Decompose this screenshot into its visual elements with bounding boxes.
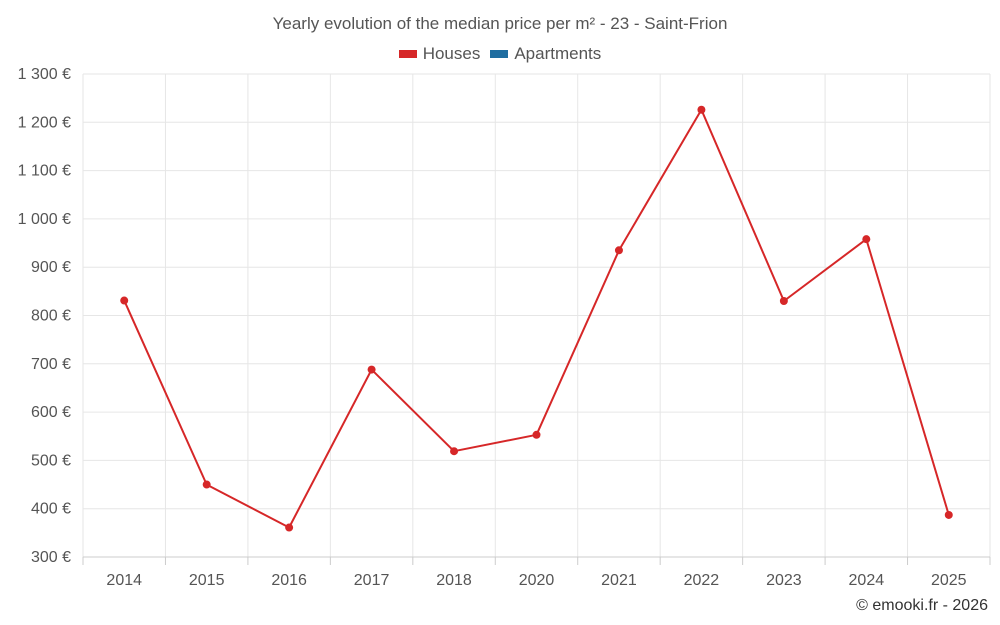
y-tick-label: 600 €: [31, 404, 71, 421]
data-point-houses[interactable]: [202, 480, 211, 489]
x-tick-label: 2016: [271, 572, 307, 589]
y-tick-label: 900 €: [31, 259, 71, 276]
y-tick-label: 300 €: [31, 549, 71, 566]
credit-text: © emooki.fr - 2026: [856, 597, 988, 614]
legend-label-apartments: Apartments: [514, 44, 602, 63]
chart-legend: Houses Apartments: [0, 44, 1000, 64]
legend-swatch-apartments: [490, 50, 509, 58]
x-tick-label: 2015: [189, 572, 225, 589]
data-point-houses[interactable]: [862, 235, 871, 244]
y-tick-label: 700 €: [31, 356, 71, 373]
x-tick-label: 2014: [106, 572, 142, 589]
x-tick-label: 2024: [849, 572, 885, 589]
data-point-houses[interactable]: [450, 447, 459, 456]
x-tick-label: 2025: [931, 572, 967, 589]
x-tick-label: 2017: [354, 572, 390, 589]
y-tick-label: 800 €: [31, 308, 71, 325]
x-tick-label: 2022: [684, 572, 720, 589]
x-tick-label: 2021: [601, 572, 637, 589]
grid-layer: [82, 73, 991, 558]
data-point-houses[interactable]: [367, 365, 376, 374]
x-tick-label: 2020: [519, 572, 555, 589]
y-tick-label: 500 €: [31, 452, 71, 469]
y-tick-label: 1 100 €: [18, 163, 71, 180]
chart-title: Yearly evolution of the median price per…: [272, 14, 728, 33]
legend-item-apartments[interactable]: Apartments: [490, 44, 601, 64]
data-point-houses[interactable]: [697, 105, 706, 114]
y-tick-label: 1 000 €: [18, 211, 71, 228]
y-tick-label: 400 €: [31, 501, 71, 518]
legend-item-houses[interactable]: Houses: [398, 44, 481, 64]
data-point-houses[interactable]: [120, 296, 129, 305]
data-point-houses[interactable]: [285, 523, 294, 532]
y-tick-label: 1 200 €: [18, 114, 71, 131]
x-tick-label: 2023: [766, 572, 802, 589]
legend-label-houses: Houses: [422, 44, 481, 63]
y-tick-label: 1 300 €: [18, 66, 71, 83]
data-point-houses[interactable]: [944, 510, 953, 519]
series-layer: [120, 105, 953, 532]
data-point-houses[interactable]: [532, 430, 541, 439]
legend-swatch-houses: [398, 50, 417, 58]
axis-layer: 300 € 400 € 500 € 600 € 700 € 800 € 900 € 1 000…: [18, 66, 991, 589]
x-tick-label: 2018: [436, 572, 472, 589]
data-point-houses[interactable]: [779, 297, 788, 306]
data-point-houses[interactable]: [614, 246, 623, 255]
